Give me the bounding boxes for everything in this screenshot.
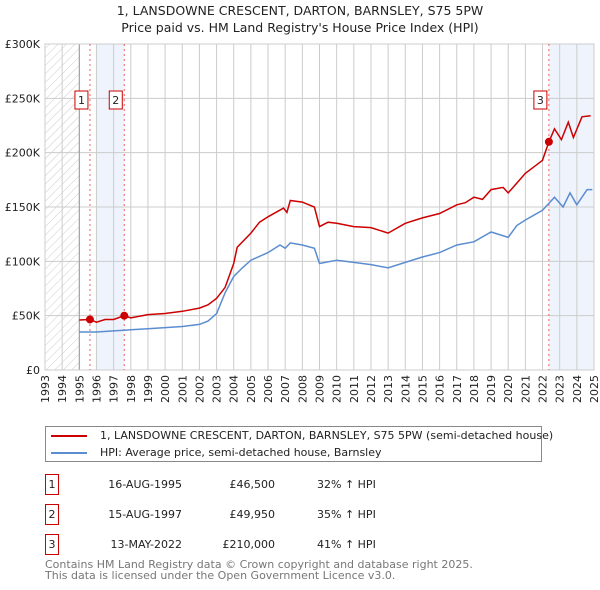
- sale-label-box: [74, 90, 89, 110]
- sale-label: 2: [112, 94, 119, 107]
- hpi-diff: 41% ↑ HPI: [317, 538, 376, 551]
- y-tick-label: £0: [26, 364, 40, 377]
- sale-price: £46,500: [229, 478, 276, 491]
- legend-label: 1, LANSDOWNE CRESCENT, DARTON, BARNSLEY,…: [100, 429, 554, 442]
- sale-number: 3: [45, 534, 59, 555]
- sale-date: 16-AUG-1995: [108, 478, 182, 491]
- x-tick-label: 2003: [211, 375, 224, 403]
- red-line-swatch: [51, 435, 87, 437]
- x-tick-label: 2001: [176, 375, 189, 403]
- sale-point: [120, 311, 129, 320]
- legend: 1, LANSDOWNE CRESCENT, DARTON, BARNSLEY,…: [45, 426, 553, 462]
- y-tick-label: £150K: [5, 201, 41, 214]
- price-chart: 1993 1994 1995 1996 1997 1998 1999 2000 2001 2002…: [5, 38, 600, 403]
- x-tick-label: 2014: [399, 375, 412, 403]
- x-tick-label: 2006: [262, 375, 275, 403]
- x-tick-label: 2021: [519, 375, 532, 403]
- y-tick-label: £50K: [12, 310, 41, 323]
- subtitle-line: Price paid vs. HM Land Registry's House …: [121, 20, 479, 35]
- x-tick-label: 2025: [588, 375, 600, 403]
- x-tick-label: 2005: [245, 375, 258, 403]
- hpi-diff: 35% ↑ HPI: [317, 508, 376, 521]
- x-tick-label: 1993: [39, 375, 52, 403]
- footer-licence: This data is licensed under the Open Gov…: [45, 569, 396, 582]
- sale-number: 2: [45, 504, 59, 525]
- x-tick-label: 2000: [159, 375, 172, 403]
- sale-label-box: [108, 90, 123, 110]
- sale-date: 13-MAY-2022: [110, 538, 182, 551]
- footer: Contains HM Land Registry data © Crown c…: [45, 559, 473, 581]
- blue-line-swatch: [51, 452, 87, 454]
- y-tick-label: £250K: [5, 92, 41, 105]
- x-tick-label: 2024: [571, 375, 584, 403]
- x-tick-label: 2016: [434, 375, 447, 403]
- x-tick-label: 2013: [382, 375, 395, 403]
- y-tick-label: £300K: [5, 38, 41, 51]
- sale-point: [544, 137, 553, 146]
- title-line: 1, LANSDOWNE CRESCENT, DARTON, BARNSLEY,…: [116, 3, 484, 18]
- x-tick-label: 1999: [142, 375, 155, 403]
- chart-title: 1, LANSDOWNE CRESCENT, DARTON, BARNSLEY,…: [0, 2, 600, 36]
- sale-label: 3: [537, 94, 544, 107]
- sale-number: 1: [45, 474, 59, 495]
- x-tick-label: 2008: [296, 375, 309, 403]
- x-tick-label: 2011: [348, 375, 361, 403]
- x-tick-label: 2009: [314, 375, 327, 403]
- hpi-diff: 32% ↑ HPI: [317, 478, 376, 491]
- x-tick-label: 2022: [537, 375, 550, 403]
- x-tick-label: 1996: [90, 375, 103, 403]
- x-tick-label: 2004: [228, 375, 241, 403]
- x-tick-label: 2020: [502, 375, 515, 403]
- x-tick-label: 2012: [365, 375, 378, 403]
- x-tick-label: 2002: [193, 375, 206, 403]
- x-tick-label: 2007: [279, 375, 292, 403]
- footer-copyright: Contains HM Land Registry data © Crown c…: [45, 558, 473, 571]
- x-tick-label: 2017: [451, 375, 464, 403]
- sale-label: 1: [78, 94, 85, 107]
- sale-price: £49,950: [229, 508, 276, 521]
- sale-date: 15-AUG-1997: [108, 508, 182, 521]
- y-tick-label: £100K: [5, 255, 41, 268]
- hpi-line: [79, 188, 593, 333]
- sale-label-box: [533, 90, 548, 110]
- x-tick-label: 2018: [468, 375, 481, 403]
- x-tick-label: 2019: [485, 375, 498, 403]
- x-tick-label: 2010: [331, 375, 344, 403]
- property-price-line: [79, 114, 591, 323]
- x-tick-label: 1995: [73, 375, 86, 403]
- x-tick-label: 2015: [416, 375, 429, 403]
- x-tick-label: 1994: [56, 375, 69, 403]
- x-tick-label: 1997: [108, 375, 121, 403]
- legend-label: HPI: Average price, semi-detached house,…: [100, 446, 382, 459]
- sale-point: [85, 315, 94, 324]
- plot-frame: [44, 43, 595, 371]
- y-tick-label: £200K: [5, 147, 41, 160]
- x-tick-label: 1998: [125, 375, 138, 403]
- x-tick-label: 2023: [554, 375, 567, 403]
- sale-price: £210,000: [222, 538, 276, 551]
